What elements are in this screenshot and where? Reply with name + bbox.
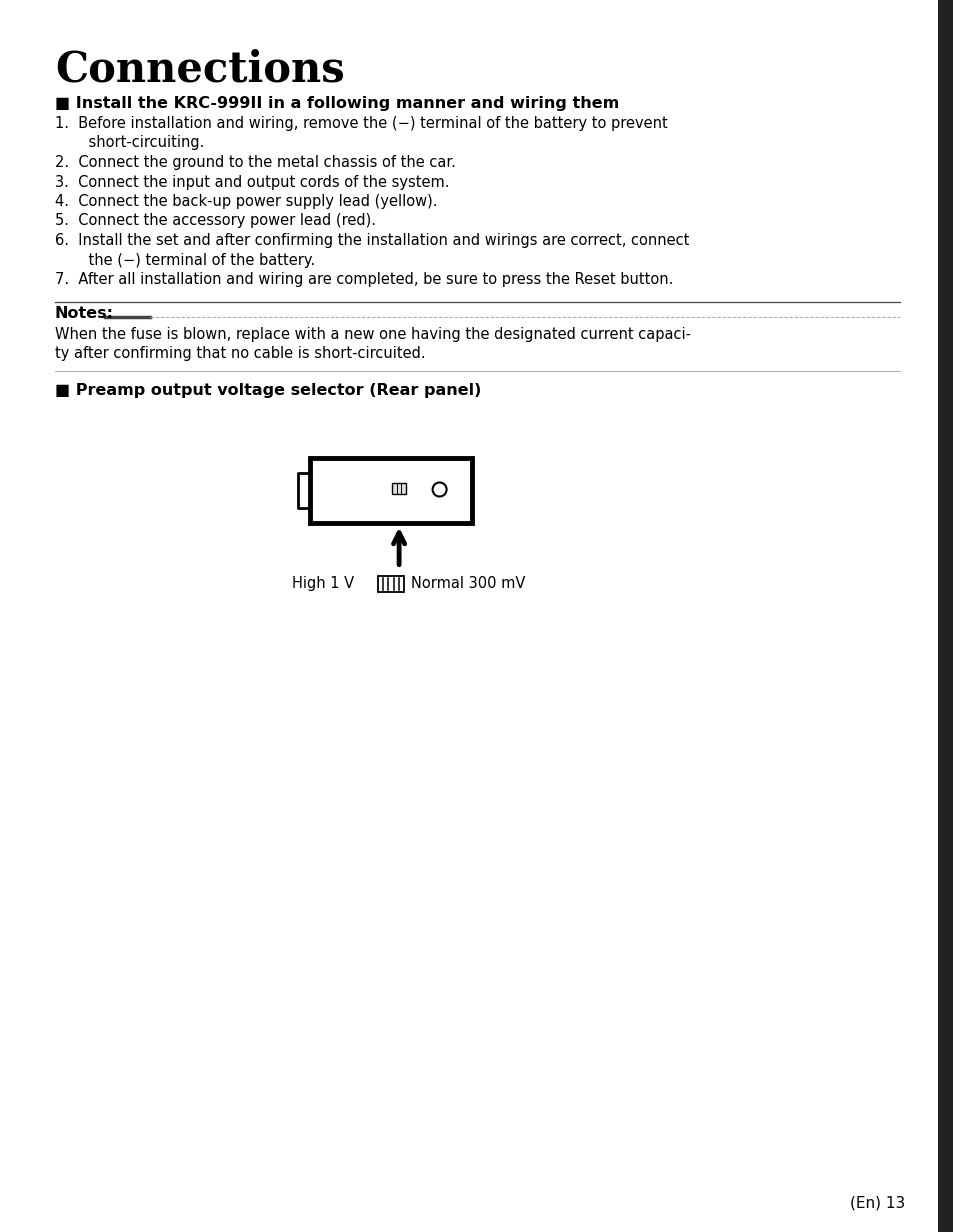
- Text: 2.  Connect the ground to the metal chassis of the car.: 2. Connect the ground to the metal chass…: [55, 155, 456, 170]
- Text: 3.  Connect the input and output cords of the system.: 3. Connect the input and output cords of…: [55, 175, 449, 190]
- Text: 7.  After all installation and wiring are completed, be sure to press the Reset : 7. After all installation and wiring are…: [55, 272, 673, 287]
- Text: 1.  Before installation and wiring, remove the (−) terminal of the battery to pr: 1. Before installation and wiring, remov…: [55, 116, 667, 131]
- Text: 6.  Install the set and after confirming the installation and wirings are correc: 6. Install the set and after confirming …: [55, 233, 689, 248]
- Text: Notes:: Notes:: [55, 307, 113, 322]
- Text: ■ Preamp output voltage selector (Rear panel): ■ Preamp output voltage selector (Rear p…: [55, 382, 481, 398]
- Text: 4.  Connect the back-up power supply lead (yellow).: 4. Connect the back-up power supply lead…: [55, 193, 437, 209]
- Bar: [377, 575, 403, 591]
- Text: When the fuse is blown, replace with a new one having the designated current cap: When the fuse is blown, replace with a n…: [55, 326, 690, 341]
- Bar: [310, 457, 472, 522]
- Text: short-circuiting.: short-circuiting.: [70, 136, 204, 150]
- Text: ■ Install the KRC-999II in a following manner and wiring them: ■ Install the KRC-999II in a following m…: [55, 96, 618, 111]
- Text: Connections: Connections: [55, 48, 344, 90]
- Circle shape: [432, 483, 446, 496]
- Text: the (−) terminal of the battery.: the (−) terminal of the battery.: [70, 253, 314, 267]
- Text: 5.  Connect the accessory power lead (red).: 5. Connect the accessory power lead (red…: [55, 213, 375, 228]
- Text: (En) 13: (En) 13: [849, 1195, 904, 1210]
- Text: High 1 V: High 1 V: [292, 577, 354, 591]
- Text: Normal 300 mV: Normal 300 mV: [411, 577, 525, 591]
- Bar: [392, 483, 406, 494]
- Bar: [937, 0, 953, 1232]
- Text: ty after confirming that no cable is short-circuited.: ty after confirming that no cable is sho…: [55, 346, 425, 361]
